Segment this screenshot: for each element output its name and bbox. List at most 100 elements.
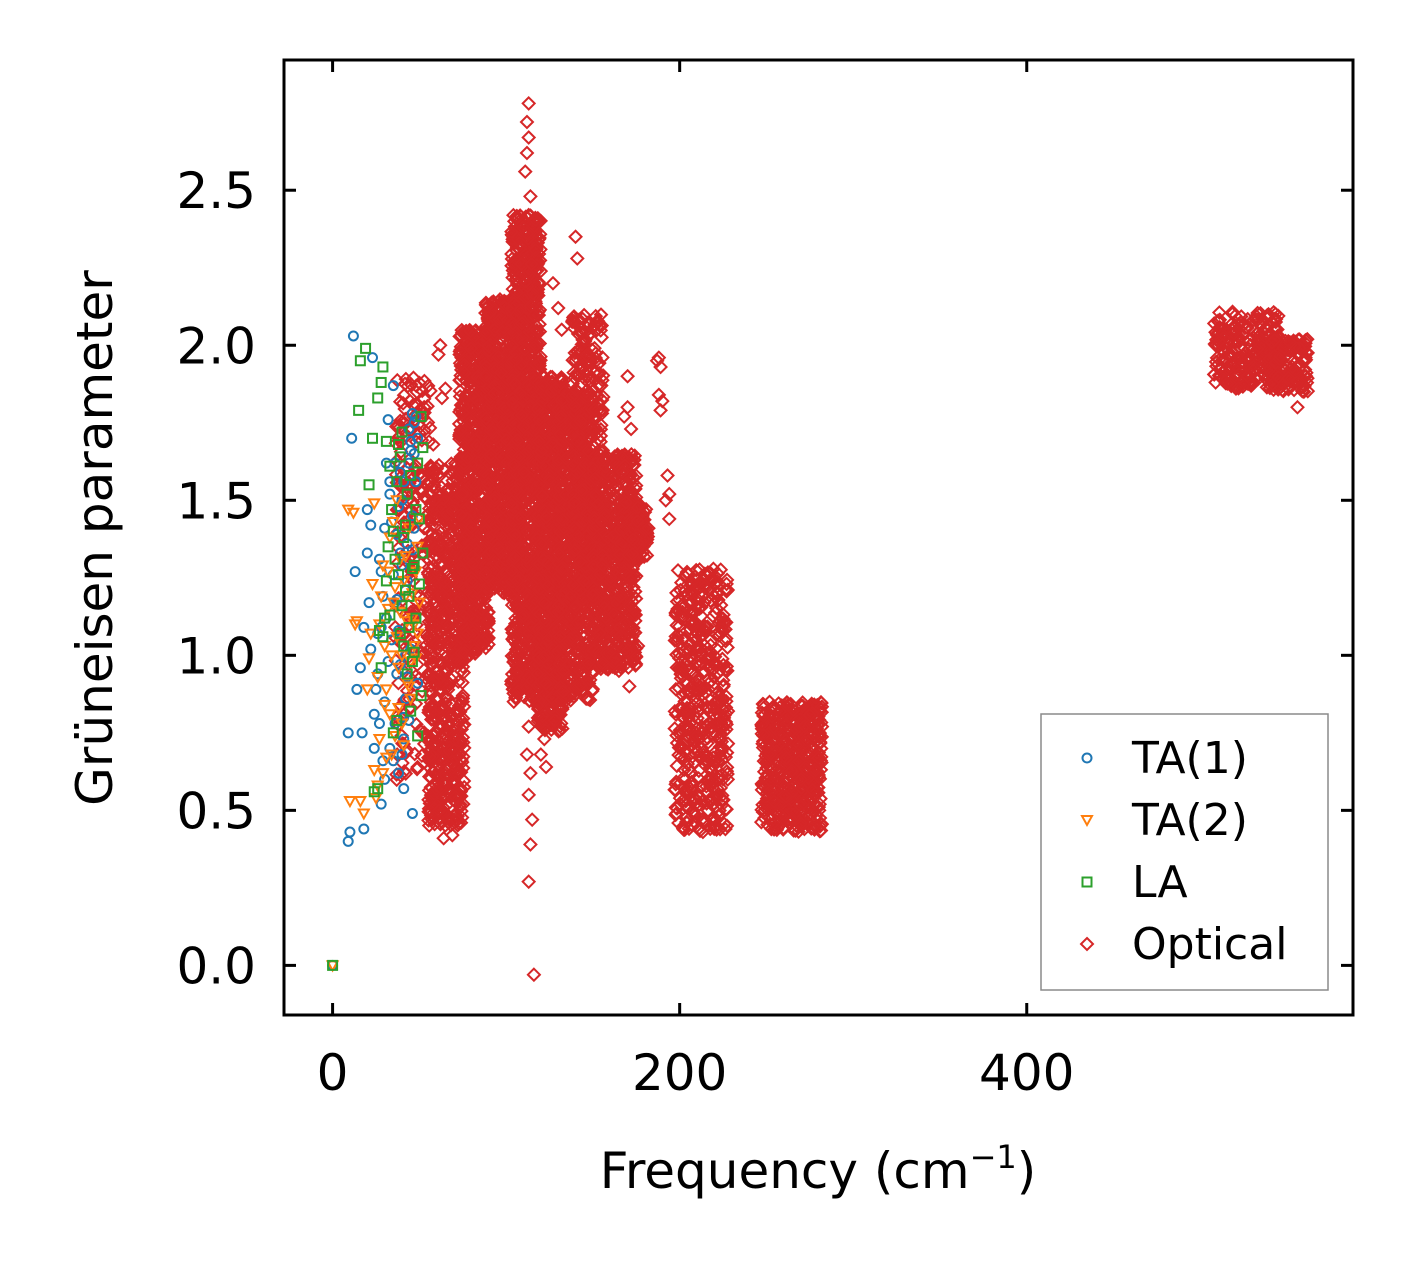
scatter-markers <box>325 95 1316 983</box>
optical-point <box>452 355 468 371</box>
optical-point <box>406 370 421 386</box>
optical-point <box>503 673 519 689</box>
optical-point <box>519 317 534 333</box>
optical-point <box>504 354 520 370</box>
optical-point <box>513 653 529 669</box>
optical-point <box>430 732 446 748</box>
optical-point <box>425 748 440 764</box>
optical-point <box>534 404 550 420</box>
optical-point <box>432 638 448 654</box>
optical-point <box>461 535 477 551</box>
optical-point <box>450 809 465 824</box>
optical-point <box>489 537 505 552</box>
optical-point <box>432 494 447 510</box>
optical-point <box>536 595 552 611</box>
optical-point <box>492 461 508 477</box>
optical-point <box>455 397 471 413</box>
optical-point <box>388 467 404 483</box>
optical-point <box>509 276 525 292</box>
optical-point <box>421 501 437 517</box>
optical-point <box>508 307 524 323</box>
optical-point <box>483 389 499 405</box>
optical-point <box>431 527 446 543</box>
optical-point <box>515 219 531 235</box>
optical-point <box>457 365 472 381</box>
optical-point <box>478 410 494 426</box>
optical-point <box>528 250 544 266</box>
optical-point <box>468 542 484 558</box>
optical-point <box>478 565 494 581</box>
optical-point <box>422 534 437 550</box>
optical-point <box>494 324 510 340</box>
optical-point <box>439 507 455 523</box>
optical-point <box>448 789 463 805</box>
optical-point <box>422 420 438 436</box>
optical-point <box>557 576 573 592</box>
optical-point <box>442 588 457 604</box>
optical-point <box>422 475 437 491</box>
optical-point <box>431 803 447 819</box>
optical-point <box>466 389 482 405</box>
optical-point <box>460 626 476 642</box>
optical-point <box>491 349 507 365</box>
optical-point <box>457 357 473 373</box>
optical-point <box>411 425 427 441</box>
optical-point <box>401 598 417 614</box>
series-optical <box>387 95 1316 983</box>
optical-point <box>460 450 476 466</box>
optical-point <box>424 647 440 663</box>
optical-point <box>396 387 412 403</box>
optical-point <box>438 761 454 777</box>
optical-point <box>537 422 553 437</box>
optical-point <box>434 570 450 585</box>
optical-point <box>529 236 545 252</box>
optical-point <box>462 542 478 558</box>
optical-point <box>524 235 540 251</box>
optical-point <box>458 324 474 340</box>
optical-point <box>518 472 534 488</box>
optical-point <box>530 401 546 417</box>
optical-point <box>512 386 528 402</box>
optical-point <box>407 746 423 762</box>
optical-point <box>440 690 456 706</box>
optical-point <box>437 767 453 783</box>
optical-point <box>423 712 439 727</box>
optical-point <box>389 502 405 518</box>
optical-point <box>431 652 447 667</box>
optical-point <box>431 672 447 688</box>
optical-point <box>524 256 539 272</box>
optical-point <box>535 625 551 641</box>
optical-point <box>392 420 408 435</box>
optical-point <box>562 634 578 650</box>
optical-point <box>481 577 497 593</box>
optical-point <box>479 522 495 538</box>
optical-point <box>526 340 542 355</box>
optical-point <box>426 610 442 626</box>
optical-point <box>420 378 436 394</box>
optical-point <box>532 324 548 340</box>
optical-point <box>433 780 449 796</box>
optical-point <box>435 491 451 507</box>
optical-point <box>533 444 549 459</box>
optical-point <box>450 674 466 690</box>
optical-point <box>548 381 564 397</box>
optical-point <box>506 534 522 550</box>
optical-point <box>422 760 438 776</box>
optical-point <box>552 722 568 738</box>
optical-point <box>522 398 537 414</box>
optical-point <box>531 355 547 371</box>
optical-point <box>464 574 480 590</box>
optical-point <box>410 759 425 775</box>
optical-point <box>426 492 442 508</box>
optical-point <box>540 555 556 571</box>
optical-point <box>509 352 524 367</box>
optical-point <box>452 704 468 720</box>
optical-point <box>434 540 449 556</box>
optical-point <box>529 257 544 273</box>
optical-point <box>431 457 447 473</box>
optical-point <box>507 256 523 272</box>
optical-point <box>504 444 520 460</box>
optical-point <box>558 561 574 576</box>
optical-point <box>507 548 523 563</box>
optical-point <box>469 537 484 553</box>
